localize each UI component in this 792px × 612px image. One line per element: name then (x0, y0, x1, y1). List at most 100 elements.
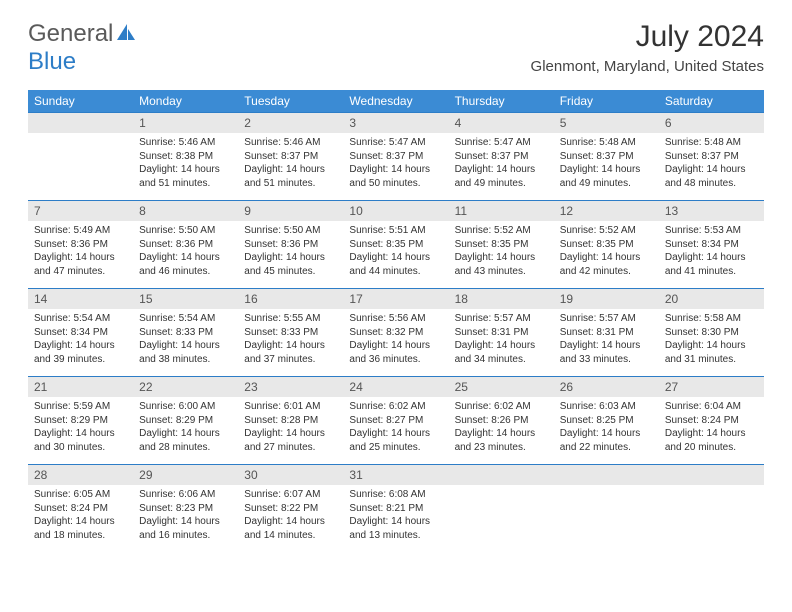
day-content-cell: Sunrise: 6:04 AMSunset: 8:24 PMDaylight:… (659, 397, 764, 465)
sunset-text: Sunset: 8:36 PM (34, 238, 127, 252)
day-content-row: Sunrise: 6:05 AMSunset: 8:24 PMDaylight:… (28, 485, 764, 552)
sunrise-text: Sunrise: 5:46 AM (139, 136, 232, 150)
day-number-cell: 24 (343, 377, 448, 398)
sunrise-text: Sunrise: 5:55 AM (244, 312, 337, 326)
day-number-cell: 12 (554, 201, 659, 222)
sunset-text: Sunset: 8:35 PM (455, 238, 548, 252)
daylight-text: Daylight: 14 hours and 34 minutes. (455, 339, 548, 366)
daylight-text: Daylight: 14 hours and 45 minutes. (244, 251, 337, 278)
sunset-text: Sunset: 8:23 PM (139, 502, 232, 516)
day-number-cell: 23 (238, 377, 343, 398)
day-number-cell (554, 465, 659, 486)
day-number-cell: 29 (133, 465, 238, 486)
sunset-text: Sunset: 8:31 PM (560, 326, 653, 340)
day-number-cell: 2 (238, 113, 343, 134)
daylight-text: Daylight: 14 hours and 36 minutes. (349, 339, 442, 366)
sunrise-text: Sunrise: 5:48 AM (665, 136, 758, 150)
day-number-cell: 10 (343, 201, 448, 222)
day-content-cell: Sunrise: 6:05 AMSunset: 8:24 PMDaylight:… (28, 485, 133, 552)
sunset-text: Sunset: 8:37 PM (244, 150, 337, 164)
day-content-cell: Sunrise: 5:55 AMSunset: 8:33 PMDaylight:… (238, 309, 343, 377)
day-of-week-header: Wednesday (343, 90, 448, 113)
day-content-row: Sunrise: 5:46 AMSunset: 8:38 PMDaylight:… (28, 133, 764, 201)
sunrise-text: Sunrise: 5:52 AM (455, 224, 548, 238)
sunrise-text: Sunrise: 6:07 AM (244, 488, 337, 502)
daylight-text: Daylight: 14 hours and 50 minutes. (349, 163, 442, 190)
day-content-cell: Sunrise: 6:06 AMSunset: 8:23 PMDaylight:… (133, 485, 238, 552)
day-content-cell: Sunrise: 5:48 AMSunset: 8:37 PMDaylight:… (554, 133, 659, 201)
day-content-cell: Sunrise: 5:59 AMSunset: 8:29 PMDaylight:… (28, 397, 133, 465)
sunrise-text: Sunrise: 5:59 AM (34, 400, 127, 414)
day-number-cell: 26 (554, 377, 659, 398)
sunset-text: Sunset: 8:33 PM (244, 326, 337, 340)
sunset-text: Sunset: 8:24 PM (34, 502, 127, 516)
daylight-text: Daylight: 14 hours and 33 minutes. (560, 339, 653, 366)
sunset-text: Sunset: 8:25 PM (560, 414, 653, 428)
sunset-text: Sunset: 8:37 PM (665, 150, 758, 164)
daylight-text: Daylight: 14 hours and 22 minutes. (560, 427, 653, 454)
day-content-cell: Sunrise: 5:47 AMSunset: 8:37 PMDaylight:… (343, 133, 448, 201)
sunset-text: Sunset: 8:36 PM (244, 238, 337, 252)
day-content-cell (449, 485, 554, 552)
daylight-text: Daylight: 14 hours and 49 minutes. (455, 163, 548, 190)
day-number-cell: 7 (28, 201, 133, 222)
sunrise-text: Sunrise: 6:00 AM (139, 400, 232, 414)
day-content-row: Sunrise: 5:59 AMSunset: 8:29 PMDaylight:… (28, 397, 764, 465)
day-number-cell: 5 (554, 113, 659, 134)
day-number-cell: 28 (28, 465, 133, 486)
daylight-text: Daylight: 14 hours and 48 minutes. (665, 163, 758, 190)
sunset-text: Sunset: 8:35 PM (560, 238, 653, 252)
logo-sail-icon (116, 28, 136, 45)
day-number-cell: 1 (133, 113, 238, 134)
day-number-cell: 9 (238, 201, 343, 222)
sunrise-text: Sunrise: 5:52 AM (560, 224, 653, 238)
daylight-text: Daylight: 14 hours and 16 minutes. (139, 515, 232, 542)
day-content-cell: Sunrise: 6:01 AMSunset: 8:28 PMDaylight:… (238, 397, 343, 465)
day-number-row: 21222324252627 (28, 377, 764, 398)
sunrise-text: Sunrise: 5:46 AM (244, 136, 337, 150)
day-content-cell: Sunrise: 5:54 AMSunset: 8:33 PMDaylight:… (133, 309, 238, 377)
sunrise-text: Sunrise: 5:54 AM (34, 312, 127, 326)
daylight-text: Daylight: 14 hours and 42 minutes. (560, 251, 653, 278)
sunset-text: Sunset: 8:22 PM (244, 502, 337, 516)
day-number-cell: 21 (28, 377, 133, 398)
day-number-cell: 16 (238, 289, 343, 310)
sunrise-text: Sunrise: 5:49 AM (34, 224, 127, 238)
day-number-cell: 14 (28, 289, 133, 310)
logo: General Blue (28, 20, 136, 76)
daylight-text: Daylight: 14 hours and 51 minutes. (139, 163, 232, 190)
sunset-text: Sunset: 8:38 PM (139, 150, 232, 164)
day-number-row: 28293031 (28, 465, 764, 486)
daylight-text: Daylight: 14 hours and 44 minutes. (349, 251, 442, 278)
daylight-text: Daylight: 14 hours and 31 minutes. (665, 339, 758, 366)
day-content-cell: Sunrise: 5:51 AMSunset: 8:35 PMDaylight:… (343, 221, 448, 289)
daylight-text: Daylight: 14 hours and 47 minutes. (34, 251, 127, 278)
sunrise-text: Sunrise: 5:48 AM (560, 136, 653, 150)
day-content-cell: Sunrise: 5:49 AMSunset: 8:36 PMDaylight:… (28, 221, 133, 289)
day-number-cell: 25 (449, 377, 554, 398)
daylight-text: Daylight: 14 hours and 37 minutes. (244, 339, 337, 366)
sunset-text: Sunset: 8:34 PM (665, 238, 758, 252)
sunrise-text: Sunrise: 6:04 AM (665, 400, 758, 414)
sunrise-text: Sunrise: 6:02 AM (349, 400, 442, 414)
sunrise-text: Sunrise: 5:50 AM (244, 224, 337, 238)
day-content-cell: Sunrise: 5:54 AMSunset: 8:34 PMDaylight:… (28, 309, 133, 377)
location-text: Glenmont, Maryland, United States (531, 58, 764, 75)
title-block: July 2024 Glenmont, Maryland, United Sta… (531, 20, 764, 75)
sunrise-text: Sunrise: 6:05 AM (34, 488, 127, 502)
sunset-text: Sunset: 8:32 PM (349, 326, 442, 340)
day-content-cell: Sunrise: 6:03 AMSunset: 8:25 PMDaylight:… (554, 397, 659, 465)
day-number-row: 78910111213 (28, 201, 764, 222)
daylight-text: Daylight: 14 hours and 25 minutes. (349, 427, 442, 454)
sunset-text: Sunset: 8:26 PM (455, 414, 548, 428)
sunrise-text: Sunrise: 5:54 AM (139, 312, 232, 326)
day-content-cell: Sunrise: 5:50 AMSunset: 8:36 PMDaylight:… (238, 221, 343, 289)
daylight-text: Daylight: 14 hours and 43 minutes. (455, 251, 548, 278)
day-content-cell: Sunrise: 5:46 AMSunset: 8:38 PMDaylight:… (133, 133, 238, 201)
daylight-text: Daylight: 14 hours and 28 minutes. (139, 427, 232, 454)
sunset-text: Sunset: 8:37 PM (560, 150, 653, 164)
day-content-cell: Sunrise: 5:50 AMSunset: 8:36 PMDaylight:… (133, 221, 238, 289)
sunset-text: Sunset: 8:33 PM (139, 326, 232, 340)
day-number-cell: 27 (659, 377, 764, 398)
daylight-text: Daylight: 14 hours and 18 minutes. (34, 515, 127, 542)
